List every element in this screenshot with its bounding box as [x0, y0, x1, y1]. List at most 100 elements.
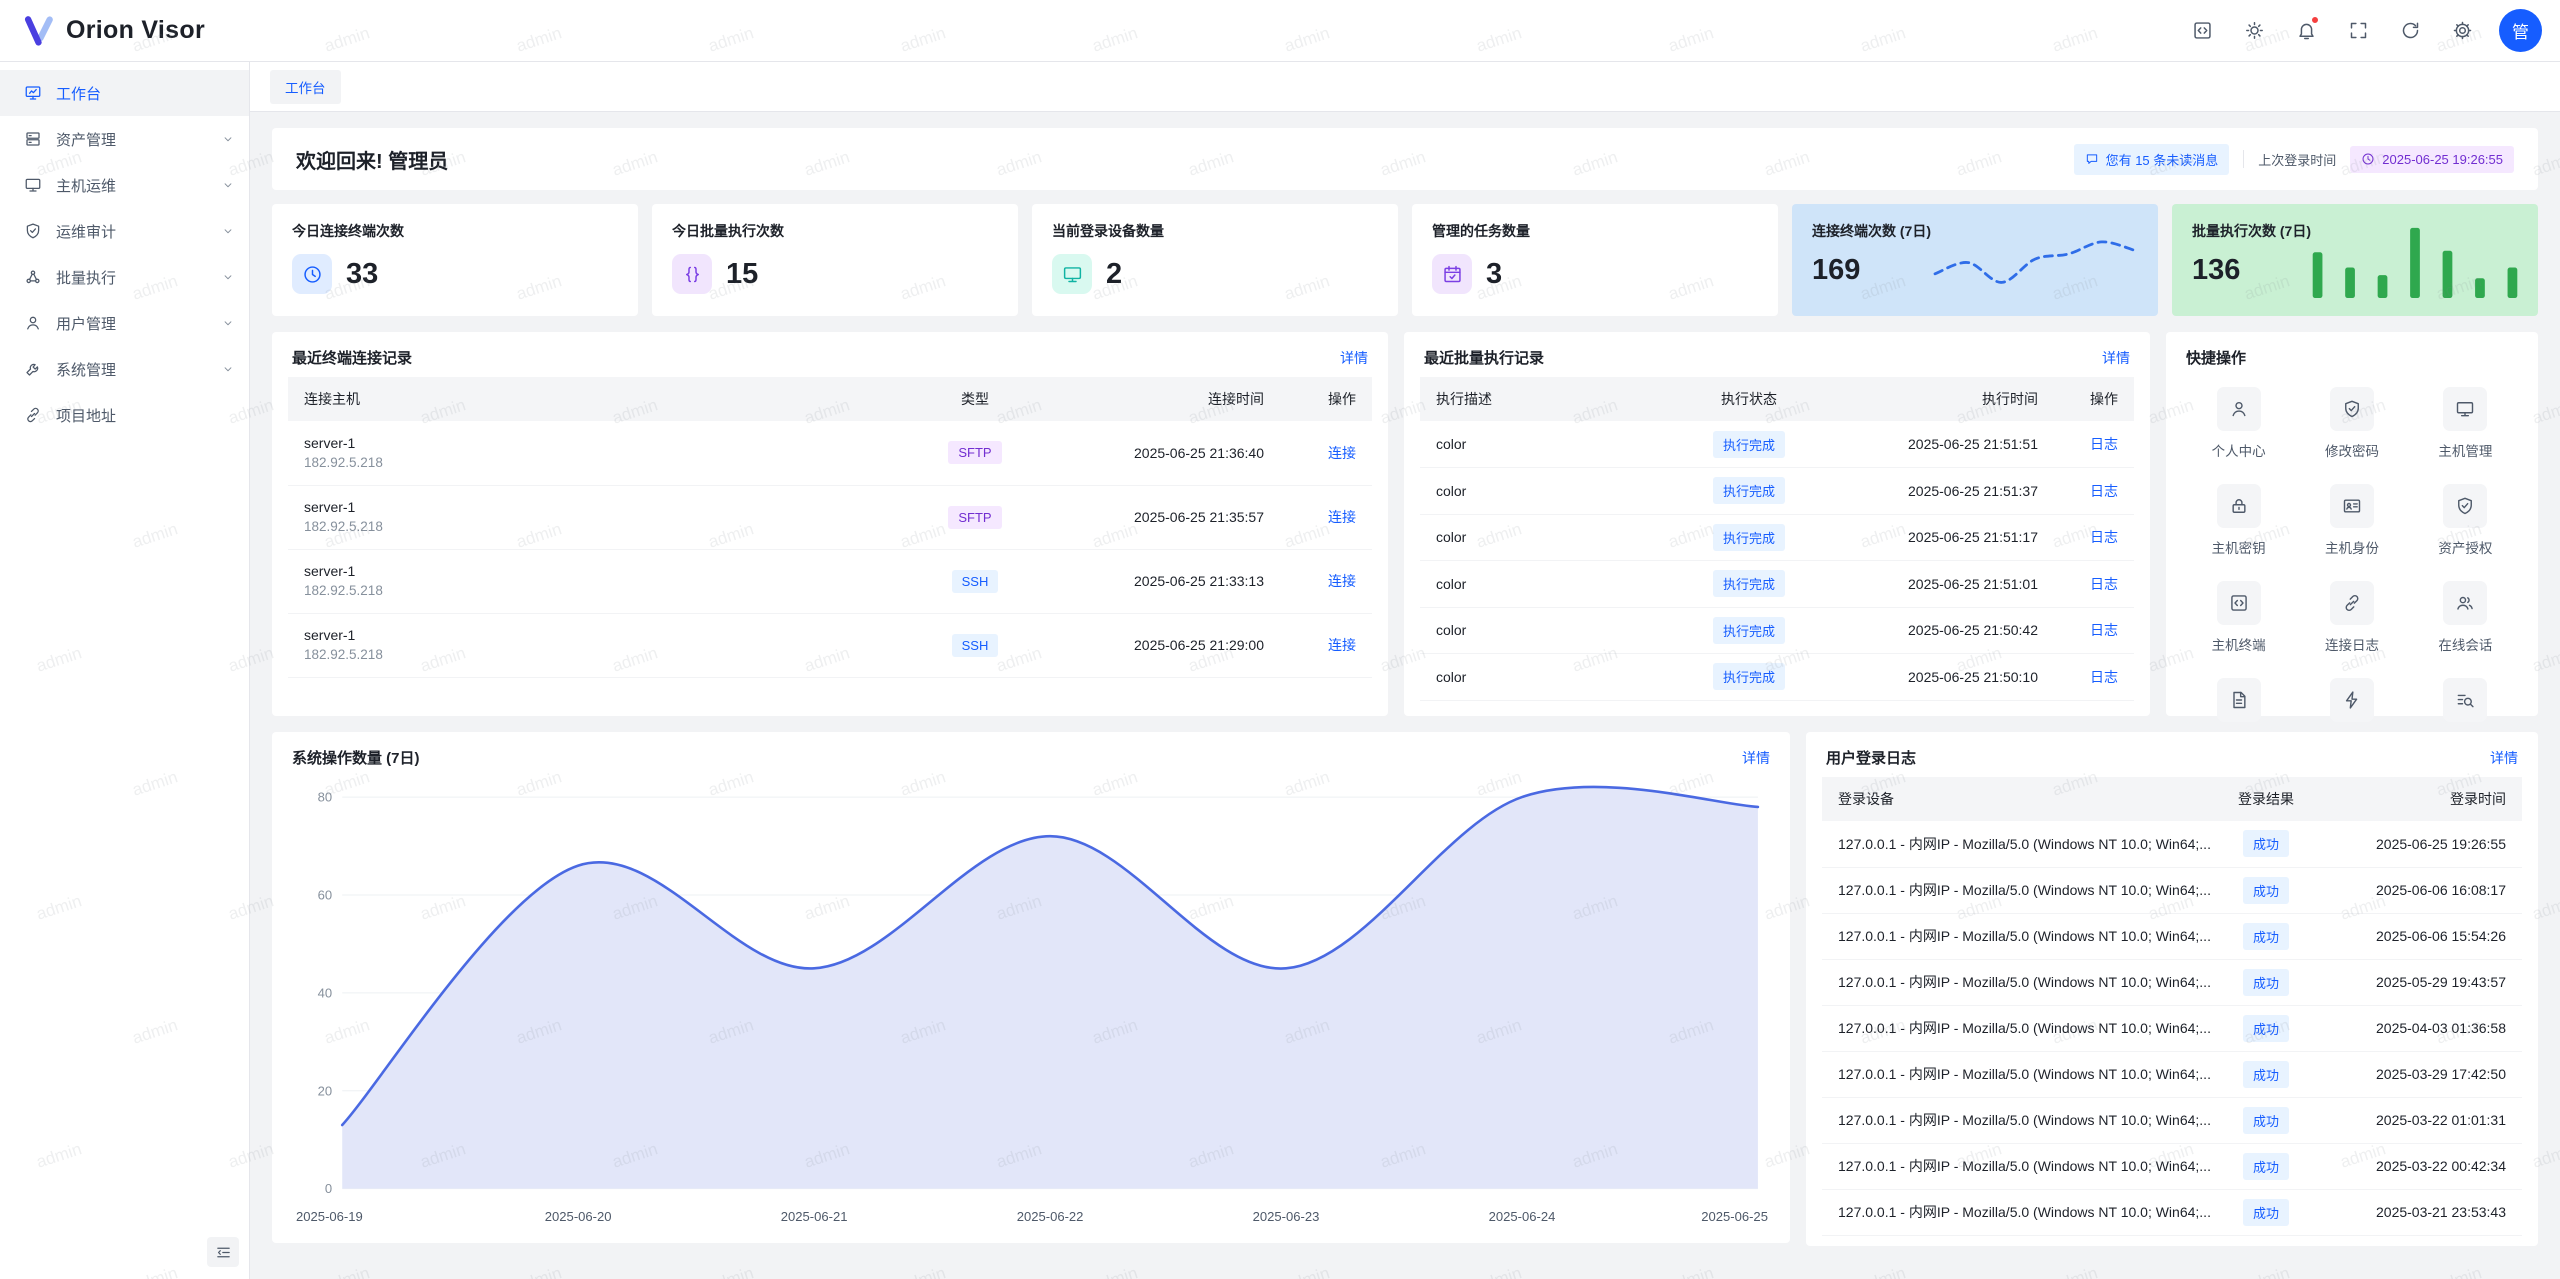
- monitor-icon: [2443, 387, 2488, 431]
- app-logo[interactable]: Orion Visor: [22, 14, 205, 48]
- quick-action-host-identity[interactable]: 主机身份: [2295, 484, 2408, 557]
- fullscreen-button[interactable]: [2335, 8, 2381, 54]
- refresh-icon: [2400, 20, 2421, 41]
- quick-action-host-terminal[interactable]: 主机终端: [2182, 581, 2295, 654]
- table-row: color 执行完成 2025-06-25 21:51:17 日志: [1420, 514, 2134, 561]
- result-badge: 成功: [2242, 1152, 2289, 1180]
- divider: [2243, 150, 2245, 168]
- column-header: 操作: [1280, 377, 1372, 421]
- sidebar-item-assets[interactable]: 资产管理: [0, 116, 249, 162]
- refresh-button[interactable]: [2387, 8, 2433, 54]
- quick-action-asset-grant[interactable]: 资产授权: [2409, 484, 2522, 557]
- table-row: server-1 182.92.5.218 SFTP 2025-06-25 21:…: [288, 421, 1372, 486]
- sidebar-collapse-button[interactable]: [207, 1237, 239, 1267]
- svg-text:20: 20: [318, 1083, 333, 1098]
- link-icon: [24, 406, 42, 424]
- sidebar-item-workbench[interactable]: 工作台: [0, 70, 249, 116]
- connect-link[interactable]: 连接: [1328, 444, 1356, 461]
- login-time: 2025-06-06 16:08:17: [2316, 867, 2522, 914]
- svg-text:2025-06-23: 2025-06-23: [1253, 1209, 1320, 1224]
- user-avatar[interactable]: 管: [2499, 9, 2542, 52]
- log-link[interactable]: 日志: [2090, 482, 2118, 499]
- quick-action-change-password[interactable]: 修改密码: [2295, 387, 2408, 460]
- settings-button[interactable]: [2439, 8, 2485, 54]
- sidebar-item-user-manage[interactable]: 用户管理: [0, 300, 249, 346]
- result-badge: 成功: [2242, 1014, 2289, 1042]
- connect-link[interactable]: 连接: [1328, 509, 1356, 525]
- quick-actions-grid: 个人中心 修改密码 主机管理 主机密钥 主机身份 资产授权 主机终端 连接日志 …: [2166, 377, 2538, 767]
- log-link[interactable]: 日志: [2090, 668, 2118, 685]
- middle-row: 最近终端连接记录 详情 连接主机 类型 连接时间 操作: [272, 332, 2538, 750]
- stat-label: 批量执行次数 (7日): [2192, 223, 2311, 239]
- system-operations-chart-card: 系统操作数量 (7日) 详情 0 20 40 60 80 2025-06-19 2025-0…: [272, 732, 1790, 1243]
- log-link[interactable]: 日志: [2090, 622, 2118, 639]
- log-link[interactable]: 日志: [2090, 529, 2118, 546]
- system-operations-chart: 0 20 40 60 80 2025-06-19 2025-06-20 2025-06-21 2…: [296, 785, 1768, 1224]
- sidebar-item-batch-exec[interactable]: 批量执行: [0, 254, 249, 300]
- svg-text:2025-06-24: 2025-06-24: [1489, 1209, 1556, 1224]
- last-login-time-badge: 2025-06-25 19:26:55: [2350, 145, 2514, 173]
- chevron-down-icon: [221, 362, 235, 376]
- login-log-detail-link[interactable]: 详情: [2490, 749, 2518, 766]
- status-badge: 执行完成: [1712, 430, 1785, 458]
- host-ip: 182.92.5.218: [304, 647, 383, 663]
- log-link[interactable]: 日志: [2090, 436, 2118, 452]
- connections-detail-link[interactable]: 详情: [1340, 349, 1368, 366]
- svg-text:80: 80: [318, 790, 333, 805]
- sidebar-item-label: 主机运维: [56, 177, 117, 195]
- exec-time: 2025-06-25 21:51:37: [1819, 467, 2054, 515]
- stat-value: 169: [1812, 254, 1861, 286]
- exec-desc: color: [1420, 514, 1679, 561]
- stat-label: 管理的任务数量: [1432, 223, 1530, 239]
- login-time: 2025-06-25 19:26:55: [2316, 821, 2522, 868]
- host-name: server-1: [304, 563, 356, 580]
- status-badge: 执行完成: [1712, 616, 1785, 644]
- chart-detail-link[interactable]: 详情: [1742, 749, 1770, 766]
- connect-time: 2025-06-25 21:29:00: [1030, 613, 1280, 678]
- result-badge: 成功: [2242, 1106, 2289, 1134]
- quick-actions-card: 快捷操作 个人中心 修改密码 主机管理 主机密钥 主机身份 资产授权 主机终端 …: [2166, 332, 2538, 750]
- quick-action-connect-log[interactable]: 连接日志: [2295, 581, 2408, 654]
- fullscreen-icon: [2348, 20, 2369, 41]
- column-header: 连接时间: [1030, 377, 1280, 421]
- stat-card-managed-tasks: 管理的任务数量 3: [1412, 204, 1778, 316]
- id-card-icon: [2329, 484, 2374, 528]
- assets-icon: [24, 130, 42, 148]
- sidebar-item-audit[interactable]: 运维审计: [0, 208, 249, 254]
- unread-messages-badge[interactable]: 您有 15 条未读消息: [2073, 143, 2230, 175]
- theme-toggle-button[interactable]: [2231, 8, 2277, 54]
- quick-action-host-manage[interactable]: 主机管理: [2409, 387, 2522, 460]
- sidebar-item-project-link[interactable]: 项目地址: [0, 392, 249, 438]
- last-login-time: 2025-06-25 19:26:55: [2382, 151, 2503, 167]
- table-row: 127.0.0.1 - 内网IP - Mozilla/5.0 (Windows …: [1822, 867, 2522, 914]
- stat-card-terminal-7d: 连接终端次数 (7日) 169: [1792, 204, 2158, 316]
- sidebar-item-system-manage[interactable]: 系统管理: [0, 346, 249, 392]
- connect-link[interactable]: 连接: [1328, 637, 1356, 653]
- executions-detail-link[interactable]: 详情: [2102, 349, 2130, 366]
- bottom-row: 系统操作数量 (7日) 详情 0 20 40 60 80 2025-06-19 2025-0…: [272, 732, 2538, 1246]
- breadcrumb-tab-workbench[interactable]: 工作台: [270, 69, 341, 104]
- table-row: server-1 182.92.5.218 SFTP 2025-06-25 21:…: [288, 485, 1372, 550]
- lightning-icon: [2329, 678, 2374, 722]
- quick-action-host-key[interactable]: 主机密钥: [2182, 484, 2295, 557]
- connections-table: 连接主机 类型 连接时间 操作 server-1 182.92.5.218 SFT…: [288, 377, 1372, 678]
- svg-text:2025-06-22: 2025-06-22: [1017, 1209, 1084, 1224]
- code-icon: [2216, 581, 2261, 625]
- sidebar-item-label: 批量执行: [56, 269, 117, 287]
- quick-action-profile[interactable]: 个人中心: [2182, 387, 2295, 460]
- log-link[interactable]: 日志: [2090, 575, 2118, 592]
- notifications-button[interactable]: [2283, 8, 2329, 54]
- column-header: 执行描述: [1420, 377, 1679, 421]
- exec-desc: color: [1420, 607, 1679, 654]
- clock-history-icon: [292, 254, 332, 294]
- quick-action-online-session[interactable]: 在线会话: [2409, 581, 2522, 654]
- sidebar-item-host-ops[interactable]: 主机运维: [0, 162, 249, 208]
- sidebar-item-label: 工作台: [56, 85, 102, 103]
- code-button[interactable]: [2179, 8, 2225, 54]
- connect-link[interactable]: 连接: [1328, 573, 1356, 589]
- gear-icon: [2452, 20, 2473, 41]
- breadcrumb: 工作台: [250, 62, 2560, 112]
- svg-text:60: 60: [318, 887, 333, 902]
- search-list-icon: [2443, 678, 2488, 722]
- result-badge: 成功: [2242, 876, 2289, 904]
